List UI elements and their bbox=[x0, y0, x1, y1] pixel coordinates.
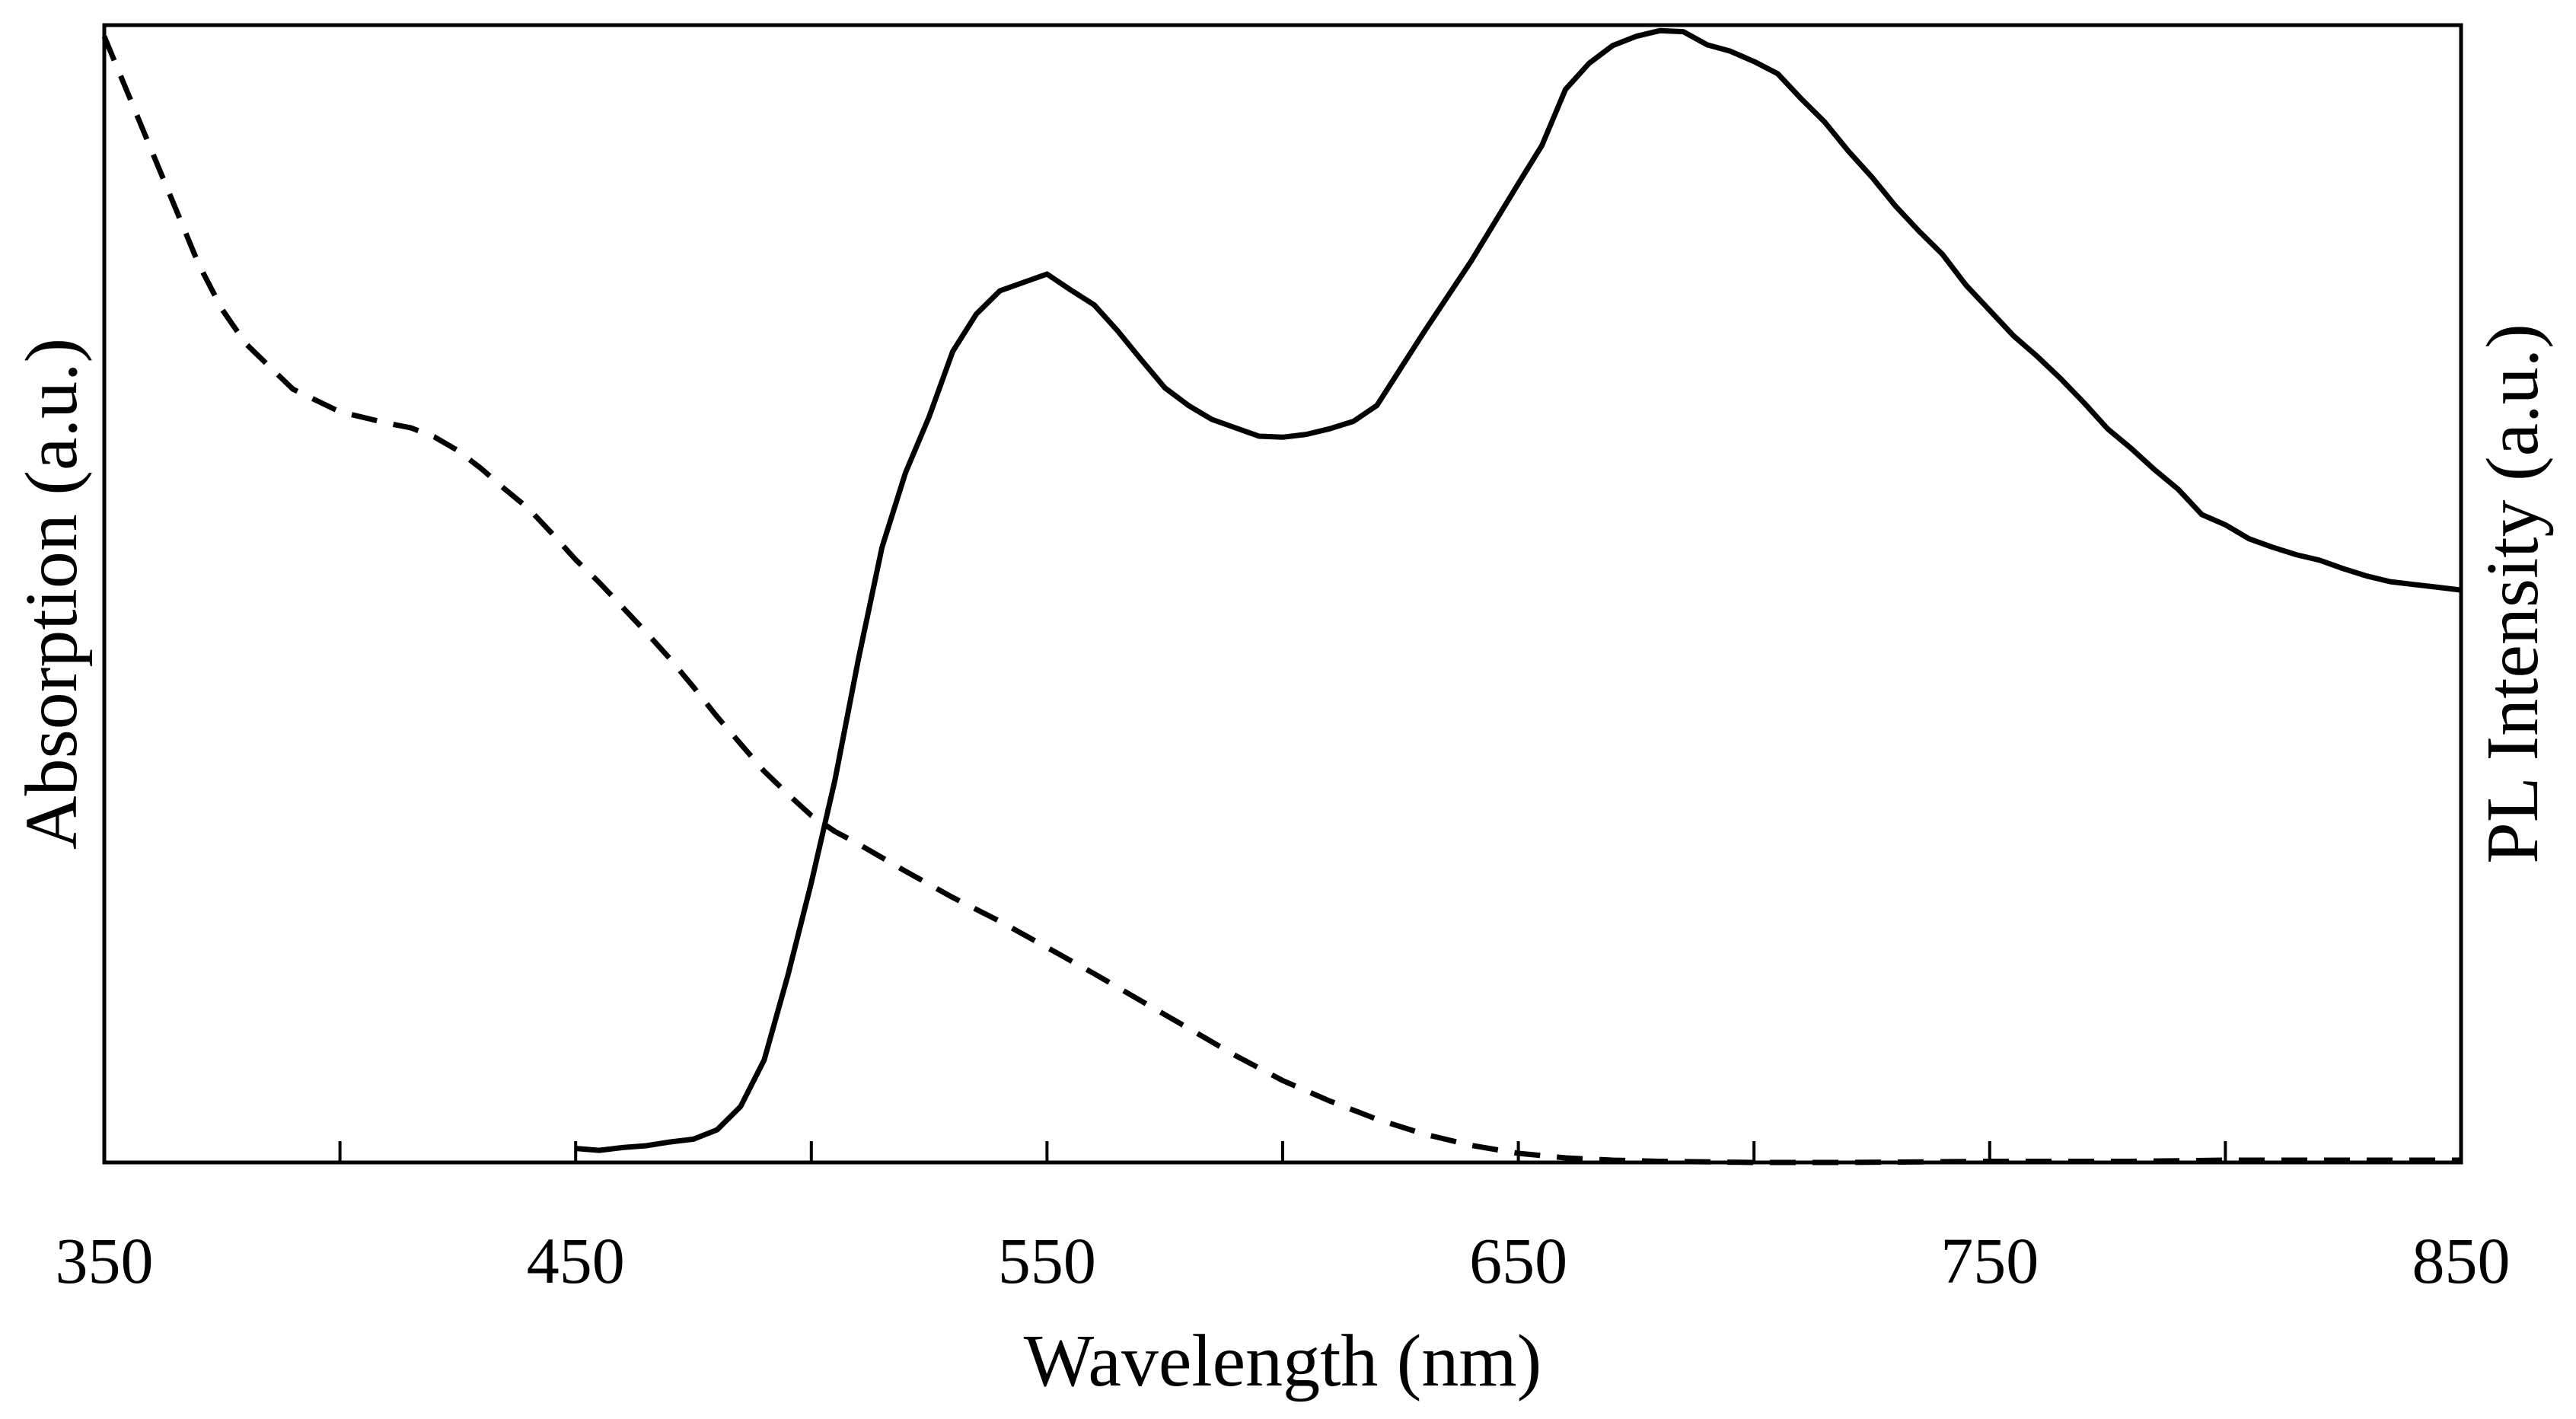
series-layer bbox=[101, 27, 2462, 1165]
x-tick-label-450: 450 bbox=[527, 1224, 625, 1297]
x-tick-label-650: 650 bbox=[1469, 1224, 1567, 1297]
x-tick-label-850: 850 bbox=[2412, 1224, 2511, 1297]
x-tick-label-750: 750 bbox=[1940, 1224, 2039, 1297]
y-axis-label-left: Absorption (a.u.) bbox=[11, 338, 93, 850]
x-tick-labels: 350 450 550 650 750 850 bbox=[56, 1224, 2511, 1297]
minor-ticks bbox=[103, 1141, 2463, 1162]
x-axis-label: Wavelength (nm) bbox=[1024, 1320, 1542, 1402]
pl-intensity-series-line bbox=[575, 27, 2462, 1153]
x-tick-label-350: 350 bbox=[56, 1224, 154, 1297]
y-axis-label-right: PL Intensity (a.u.) bbox=[2472, 324, 2554, 863]
plot-frame bbox=[102, 23, 2463, 1165]
absorption-series-line bbox=[101, 35, 2461, 1165]
x-tick-label-550: 550 bbox=[998, 1224, 1096, 1297]
